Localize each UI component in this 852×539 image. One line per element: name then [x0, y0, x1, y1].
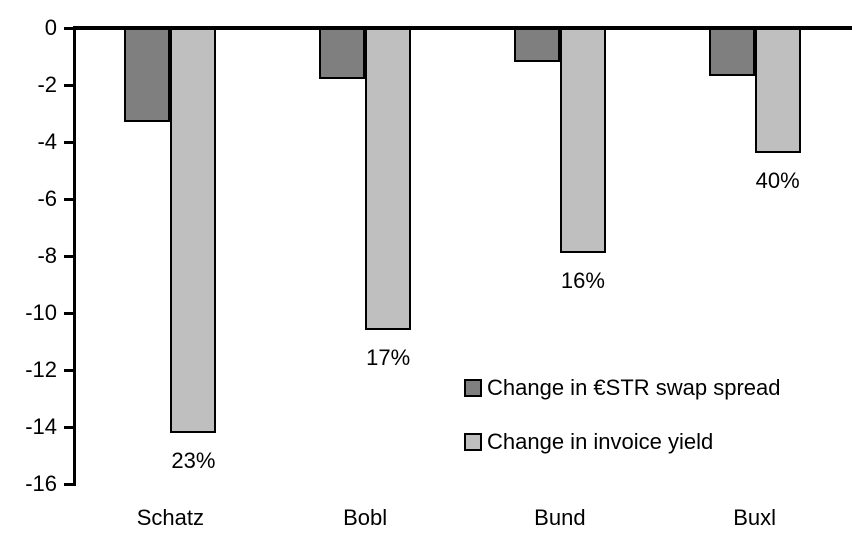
bar-value-label: 40%: [755, 168, 800, 194]
y-tick-mark: [64, 140, 76, 144]
y-tick-label: -14: [25, 414, 57, 439]
bar-value-label: 16%: [560, 268, 605, 294]
x-category-label-buxl: Buxl: [733, 505, 777, 530]
y-tick-label: -4: [37, 129, 57, 154]
legend-item-swap-spread: Change in €STR swap spread: [464, 375, 781, 401]
legend-swatch-icon: [464, 433, 482, 451]
y-tick-label: -12: [25, 357, 57, 382]
bar-swap-spread-buxl: [708, 28, 755, 77]
y-tick-mark: [64, 197, 76, 201]
bar-swap-spread-bobl: [319, 28, 366, 80]
legend: Change in €STR swap spread Change in invo…: [464, 375, 781, 483]
y-tick-mark: [64, 368, 76, 372]
bar-invoice-yield-schatz: [170, 28, 217, 433]
bar-swap-spread-bund: [513, 28, 560, 63]
bar-invoice-yield-buxl: [754, 28, 801, 154]
x-category-label-bobl: Bobl: [343, 505, 388, 530]
y-tick-mark: [64, 425, 76, 429]
y-tick-label: -16: [25, 471, 57, 496]
y-tick-label: -2: [37, 72, 57, 97]
y-tick-label: -8: [37, 243, 57, 268]
bar-value-label: 17%: [366, 345, 411, 371]
legend-swatch-icon: [464, 379, 482, 397]
y-tick-label: -10: [25, 300, 57, 325]
bar-invoice-yield-bobl: [365, 28, 412, 331]
x-category-label-bund: Bund: [534, 505, 586, 530]
y-tick-label: 0: [44, 15, 57, 40]
y-tick-mark: [64, 26, 76, 30]
zero-baseline: [73, 26, 852, 30]
y-tick-mark: [64, 254, 76, 258]
y-axis-line: [73, 26, 76, 486]
legend-label: Change in €STR swap spread: [487, 375, 781, 400]
y-tick-mark: [64, 83, 76, 87]
bar-swap-spread-schatz: [124, 28, 171, 123]
y-tick-label: -6: [37, 186, 57, 211]
bar-value-label: 23%: [171, 447, 216, 473]
y-tick-mark: [64, 482, 76, 486]
bar-invoice-yield-bund: [559, 28, 606, 254]
y-tick-mark: [64, 311, 76, 315]
legend-label: Change in invoice yield: [487, 429, 714, 454]
x-category-label-schatz: Schatz: [136, 505, 204, 530]
legend-item-invoice-yield: Change in invoice yield: [464, 429, 781, 455]
